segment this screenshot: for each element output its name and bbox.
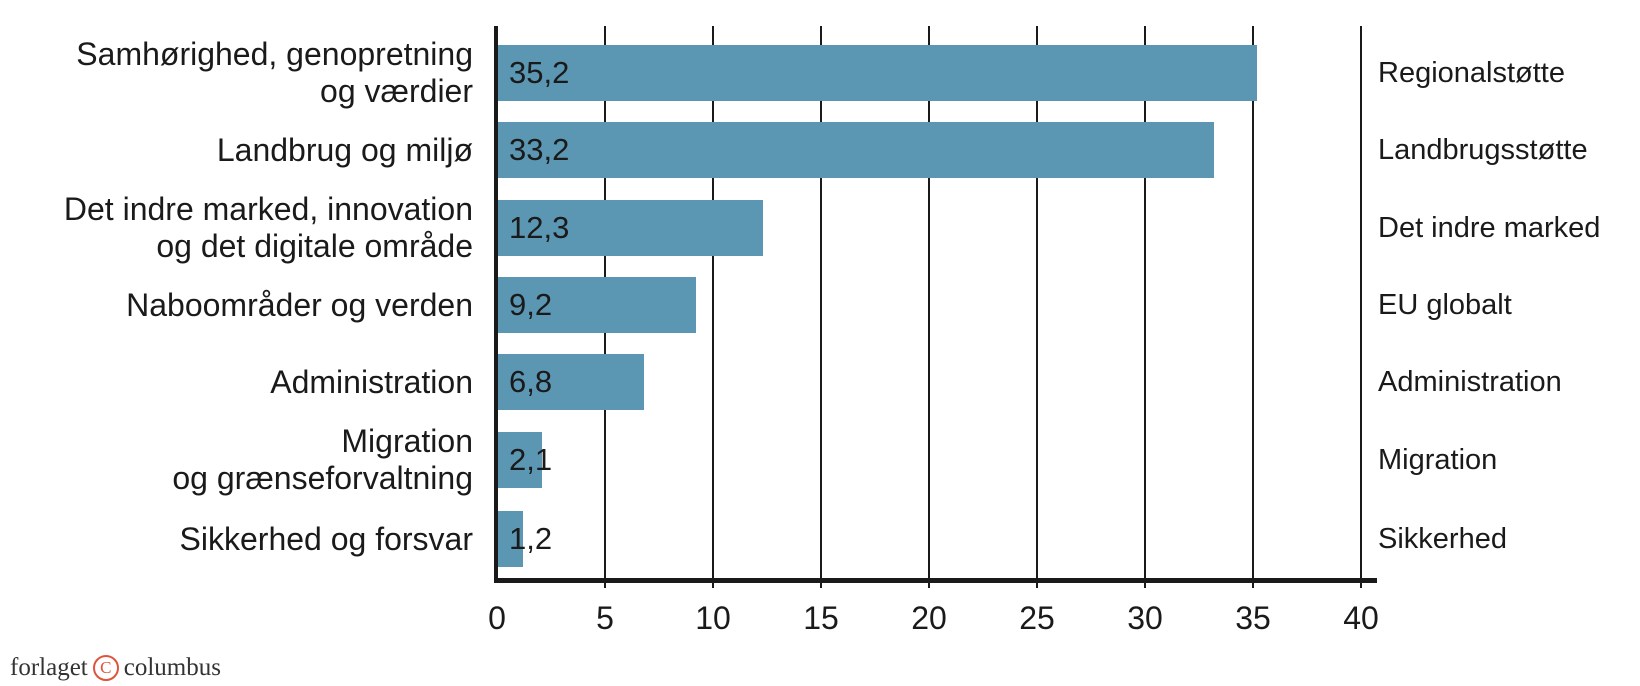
right-category-label: Landbrugsstøtte [1378,134,1588,166]
publisher-name-left: forlaget [10,654,88,681]
bar [497,511,523,567]
category-label: Landbrug og miljø [217,132,473,169]
category-label-line: Samhørighed, genopretning [76,36,473,72]
category-label: Samhørighed, genopretning og værdier [76,36,473,110]
bar-value-label: 6,8 [509,364,553,399]
category-label-line: og værdier [320,73,473,109]
x-tick-label: 10 [695,600,731,636]
gridline [928,26,930,588]
right-category-label: Administration [1378,366,1562,398]
publisher-logo: forlaget C columbus [10,654,221,682]
x-tick-label: 30 [1127,600,1163,636]
x-axis-line [494,578,1377,583]
bar [497,432,543,488]
category-label: Administration [270,364,473,401]
gridline [1144,26,1146,588]
bar [497,122,1215,178]
x-tick-label: 5 [596,600,614,636]
x-tick-label: 20 [911,600,947,636]
category-label: Det indre marked, innovation og det digit… [64,191,473,265]
bar [497,354,644,410]
right-category-label: Det indre marked [1378,212,1601,244]
category-label: Naboområder og verden [126,287,473,324]
bar-value-label: 1,2 [509,521,553,556]
category-label: Sikkerhed og forsvar [180,521,473,558]
category-label-line: og det digitale område [156,228,473,264]
category-label-line: Administration [270,363,473,400]
x-tick-label: 35 [1235,600,1271,636]
bar [497,45,1258,101]
gridline [712,26,714,588]
gridline [820,26,822,588]
right-category-label: EU globalt [1378,289,1512,321]
bar-value-label: 12,3 [509,210,570,245]
bar-value-label: 2,1 [509,442,553,477]
gridline [1360,26,1362,588]
gridline [1036,26,1038,588]
category-label-line: Naboområder og verden [126,286,473,323]
x-tick-label: 0 [488,600,506,636]
bar-value-label: 33,2 [509,132,570,167]
category-label-line: Migration [341,423,473,459]
category-label-line: Sikkerhed og forsvar [179,520,473,557]
copyright-icon: C [92,655,119,681]
x-tick-label: 40 [1343,600,1379,636]
gridline [1252,26,1254,588]
x-tick-label: 25 [1019,600,1055,636]
publisher-name-right: columbus [123,654,221,681]
bar-value-label: 9,2 [509,287,553,322]
right-category-label: Regionalstøtte [1378,57,1565,89]
bar-value-label: 35,2 [509,55,570,90]
bar [497,200,763,256]
y-axis-line [494,26,498,583]
right-category-label: Sikkerhed [1378,523,1507,555]
category-label-line: Landbrug og miljø [216,131,473,168]
category-label-line: Det indre marked, innovation [63,191,473,227]
category-label-line: og grænseforvaltning [172,460,473,496]
bar [497,277,696,333]
right-category-label: Migration [1378,444,1498,476]
category-label: Migration og grænseforvaltning [172,423,473,497]
x-tick-label: 15 [803,600,839,636]
